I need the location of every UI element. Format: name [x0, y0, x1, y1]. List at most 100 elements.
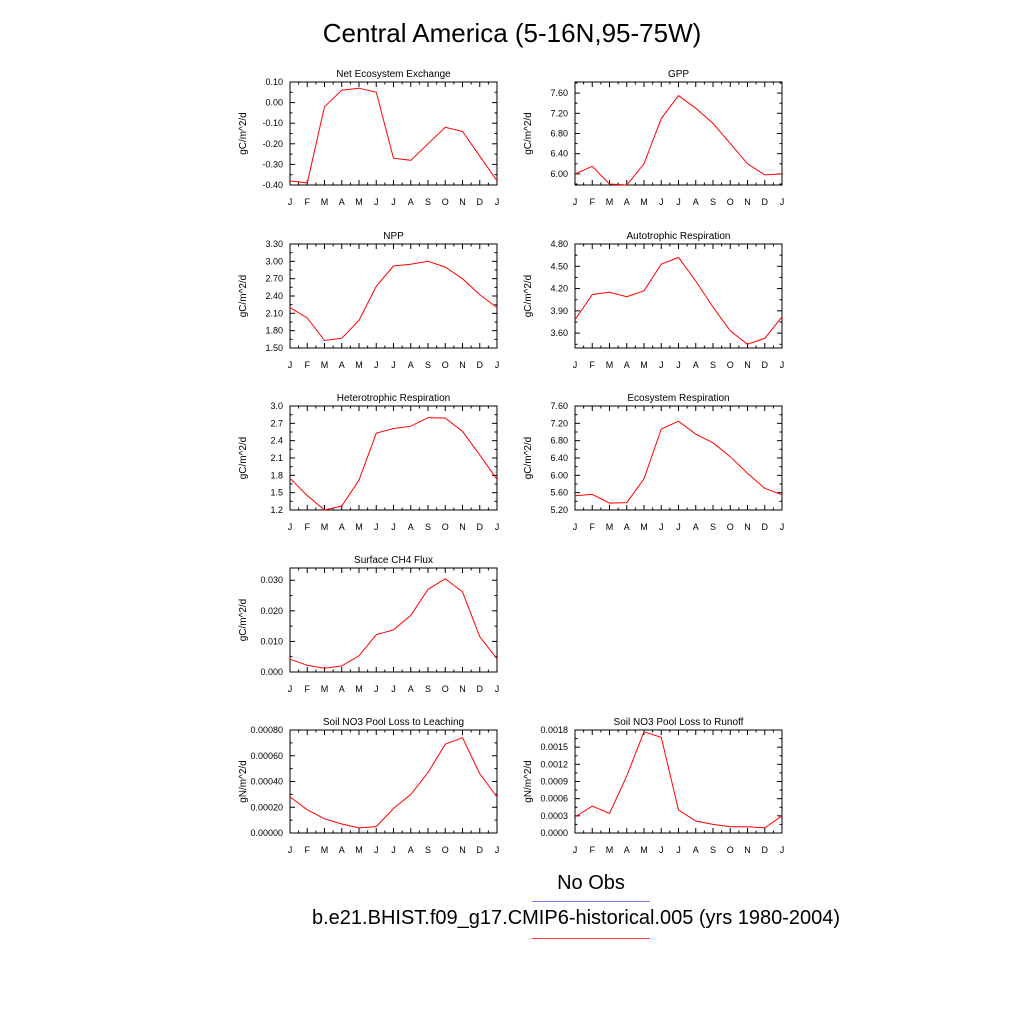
panel-7-frame [289, 567, 498, 673]
panel-7-xtick-label: J [391, 684, 396, 694]
panel-7-xtick-label: S [425, 684, 431, 694]
panel-1-xtick-label: J [495, 197, 500, 207]
panel-9-ytick-label: 0.0006 [540, 794, 568, 804]
panel-8-xtick-label: J [495, 845, 500, 855]
panel-4-title: Autotrophic Respiration [627, 231, 731, 242]
panel-3-xtick-label: F [305, 360, 311, 370]
panel-5-xtick-label: M [355, 522, 363, 532]
panel-4-xtick-label: M [640, 360, 648, 370]
panel-3-xtick-label: N [459, 360, 466, 370]
panel-6-ylabel: gC/m^2/d [523, 437, 534, 480]
panel-1-xtick-label: M [355, 197, 363, 207]
panel-1-xtick-label: A [339, 197, 345, 207]
panel-7-xtick-label: A [339, 684, 345, 694]
panel-5-series-line [289, 417, 498, 511]
panel-1-xtick-label: O [442, 197, 449, 207]
panel-3-xtick-label: J [374, 360, 379, 370]
panel-9-xtick-label: M [606, 845, 614, 855]
panel-6-xtick-label: A [693, 522, 699, 532]
panel-7-title: Surface CH4 Flux [354, 555, 433, 566]
panel-8-ytick-label: 0.00040 [250, 777, 283, 787]
panel-8-ytick-label: 0.00000 [250, 828, 283, 838]
panel-2-ytick-label: 7.20 [550, 108, 568, 118]
panel-3-ytick-label: 1.80 [265, 326, 283, 336]
panel-6-xtick-label: D [762, 522, 769, 532]
panel-9-ylabel: gN/m^2/d [523, 760, 534, 803]
panel-5-xtick-label: J [495, 522, 500, 532]
panel-3-xtick-label: A [339, 360, 345, 370]
panel-4-xtick-label: O [727, 360, 734, 370]
panel-7-ytick-label: 0.030 [260, 575, 283, 585]
panel-5-ytick-label: 1.2 [270, 505, 283, 515]
panel-8-xtick-label: D [477, 845, 484, 855]
panel-1-xtick-label: D [477, 197, 484, 207]
panel-8-xtick-label: A [408, 845, 414, 855]
panel-8-xtick-label: J [391, 845, 396, 855]
panel-5-xtick-label: A [339, 522, 345, 532]
panel-3-xtick-label: D [477, 360, 484, 370]
panel-6-ytick-label: 6.00 [550, 470, 568, 480]
panel-7-ytick-label: 0.000 [260, 667, 283, 677]
panel-2-frame [574, 81, 783, 186]
panel-8-xtick-label: N [459, 845, 466, 855]
panel-3-xtick-label: J [495, 360, 500, 370]
panel-1-xtick-label: A [408, 197, 414, 207]
panel-9-xtick-label: J [659, 845, 664, 855]
panel-2-title: GPP [668, 69, 689, 80]
panel-3-series-line [289, 260, 498, 342]
panel-5-xtick-label: O [442, 522, 449, 532]
panel-2-xtick-label: O [727, 197, 734, 207]
panel-1-xtick-label: M [321, 197, 329, 207]
panel-9-ytick-label: 0.0015 [540, 742, 568, 752]
panel-2-ytick-label: 6.00 [550, 169, 568, 179]
panel-3-xtick-label: J [288, 360, 293, 370]
panel-2-xtick-label: A [693, 197, 699, 207]
panel-2-ytick-label: 7.60 [550, 88, 568, 98]
panel-5-xtick-label: F [305, 522, 311, 532]
legend-obs-line [532, 901, 650, 902]
panel-2-xtick-label: J [659, 197, 664, 207]
panel-4-xtick-label: M [606, 360, 614, 370]
panel-4-xtick-label: A [693, 360, 699, 370]
panel-5-xtick-label: J [374, 522, 379, 532]
figure-title: Central America (5-16N,95-75W) [322, 18, 702, 48]
panel-4-series-line [574, 256, 783, 345]
panel-9-xtick-label: S [710, 845, 716, 855]
panel-9-xtick-label: N [744, 845, 751, 855]
panel-5-xtick-label: D [477, 522, 484, 532]
panel-8-xtick-label: M [321, 845, 329, 855]
panel-1-ytick-label: 0.00 [265, 98, 283, 108]
panel-8-xtick-label: F [305, 845, 311, 855]
panel-9-ytick-label: 0.0009 [540, 777, 568, 787]
panel-4-xtick-label: S [710, 360, 716, 370]
panel-5-xtick-label: A [408, 522, 414, 532]
panel-5-ytick-label: 2.7 [270, 418, 283, 428]
panel-8-series-line [289, 737, 498, 829]
panel-3-xtick-label: A [408, 360, 414, 370]
panel-4-xtick-label: J [676, 360, 681, 370]
panel-3-ytick-label: 2.70 [265, 274, 283, 284]
panel-1-xtick-label: J [374, 197, 379, 207]
panel-5-ylabel: gC/m^2/d [238, 437, 249, 480]
panel-2-xtick-label: M [606, 197, 614, 207]
panel-1-title: Net Ecosystem Exchange [336, 69, 451, 80]
panel-8-xtick-label: S [425, 845, 431, 855]
panel-7-ytick-label: 0.020 [260, 606, 283, 616]
panel-8-xtick-label: M [355, 845, 363, 855]
panel-1-xtick-label: N [459, 197, 466, 207]
panel-1-xtick-label: S [425, 197, 431, 207]
panel-2-xtick-label: J [573, 197, 578, 207]
panel-4-xtick-label: F [590, 360, 596, 370]
panel-2-ylabel: gC/m^2/d [523, 112, 534, 155]
panel-7-xtick-label: J [495, 684, 500, 694]
panel-7-xtick-label: N [459, 684, 466, 694]
panel-5-ytick-label: 1.8 [270, 470, 283, 480]
panel-6-xtick-label: J [659, 522, 664, 532]
panel-4-xtick-label: D [762, 360, 769, 370]
panel-9-xtick-label: A [693, 845, 699, 855]
panel-3-ytick-label: 2.40 [265, 291, 283, 301]
panel-9-xtick-label: F [590, 845, 596, 855]
panel-4-frame [574, 243, 783, 349]
panel-5-xtick-label: J [391, 522, 396, 532]
panel-6-xtick-label: A [624, 522, 630, 532]
